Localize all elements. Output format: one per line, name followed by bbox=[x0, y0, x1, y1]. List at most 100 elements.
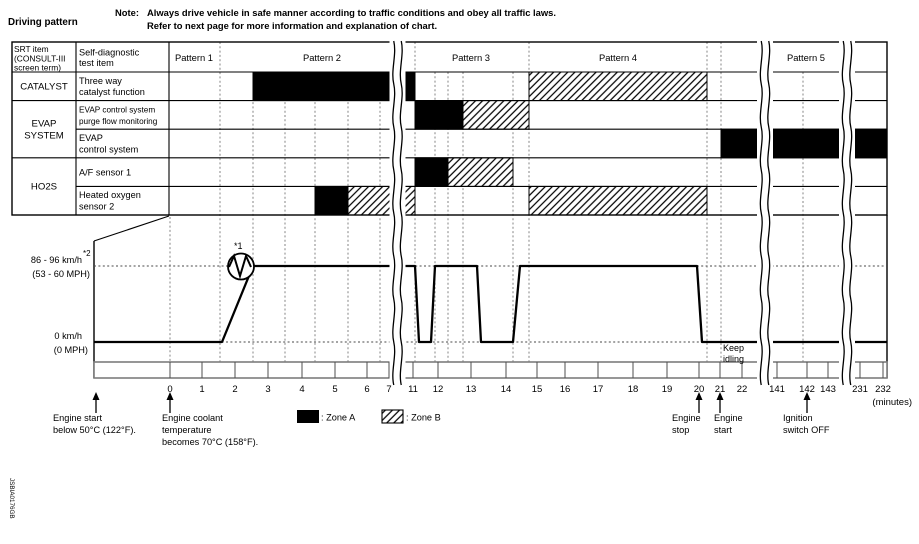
zone-b-bar bbox=[528, 185, 708, 216]
zero-speed-label: 0 km/h bbox=[54, 331, 82, 341]
high-speed-label: 86 - 96 km/h bbox=[31, 255, 82, 265]
keep-idling-label: Keep bbox=[723, 343, 744, 353]
footnote-2-marker: *2 bbox=[83, 249, 91, 258]
zero-speed-label: (0 MPH) bbox=[54, 345, 88, 355]
event-caption: becomes 70°C (158°F). bbox=[162, 437, 258, 447]
break-wavy-line bbox=[767, 40, 771, 386]
legend-zone-a-label: : Zone A bbox=[321, 413, 356, 423]
minute-label: 21 bbox=[715, 384, 726, 395]
minute-label: 17 bbox=[593, 384, 604, 395]
minute-label: 18 bbox=[628, 384, 639, 395]
figure-code: JSBIA0176GB bbox=[8, 478, 15, 519]
up-arrow-icon bbox=[803, 392, 811, 400]
legend-zone-b-label: : Zone B bbox=[406, 413, 441, 423]
srt-column-header: SRT item bbox=[14, 44, 49, 54]
srt-table bbox=[11, 41, 888, 216]
legend-zone-b-swatch bbox=[381, 409, 404, 424]
legend-zone-a-swatch bbox=[297, 410, 319, 423]
event-caption: start bbox=[714, 425, 732, 435]
test-item-label: purge flow monitoring bbox=[79, 117, 158, 126]
minute-label: 2 bbox=[232, 384, 237, 395]
labels: Driving pattern Note: Always drive vehicle… bbox=[8, 7, 912, 519]
minute-label: 6 bbox=[364, 384, 369, 395]
zone-a-bar bbox=[414, 157, 449, 187]
minute-label: 13 bbox=[466, 384, 477, 395]
footnote-1-marker: *1 bbox=[234, 241, 243, 251]
srt-item-label: HO2S bbox=[31, 182, 57, 193]
test-item-label: A/F sensor 1 bbox=[79, 167, 131, 177]
zoom-connector-line bbox=[93, 215, 170, 242]
srt-item-label: SYSTEM bbox=[24, 131, 63, 142]
srt-item-label: EVAP bbox=[32, 119, 57, 130]
test-item-label: control system bbox=[79, 144, 139, 154]
up-arrow-icon bbox=[695, 392, 703, 400]
test-item-label: Three way bbox=[79, 76, 122, 86]
minute-label: 16 bbox=[560, 384, 571, 395]
minute-label: 3 bbox=[265, 384, 270, 395]
minute-label: 15 bbox=[532, 384, 543, 395]
event-caption: switch OFF bbox=[783, 425, 830, 435]
speed-chart bbox=[93, 215, 888, 379]
zone-a-bar bbox=[414, 100, 464, 130]
vehicle-speed-line bbox=[94, 264, 887, 344]
event-caption: temperature bbox=[162, 425, 212, 435]
note-line: Always drive vehicle in safe manner acco… bbox=[147, 7, 556, 18]
axis-unit-label: (minutes) bbox=[872, 397, 912, 408]
minute-label: 141 bbox=[769, 384, 785, 395]
break-wavy-line bbox=[841, 40, 845, 386]
minute-label: 14 bbox=[501, 384, 512, 395]
minute-label: 1 bbox=[199, 384, 204, 395]
test-item-label: EVAP bbox=[79, 133, 103, 143]
break-mask bbox=[839, 40, 855, 386]
minute-label: 232 bbox=[875, 384, 891, 395]
zone-bars bbox=[252, 71, 888, 216]
minute-label: 19 bbox=[662, 384, 673, 395]
srt-column-header: screen term) bbox=[14, 63, 61, 73]
test-item-label: sensor 2 bbox=[79, 202, 114, 212]
axis-breaks bbox=[389, 40, 855, 386]
figure-title: Driving pattern bbox=[8, 17, 78, 28]
up-arrow-icon bbox=[166, 392, 174, 400]
break-wavy-line bbox=[849, 40, 853, 386]
test-item-label: Heated oxygen bbox=[79, 190, 141, 200]
event-caption: Engine bbox=[672, 413, 701, 423]
minute-label: 20 bbox=[694, 384, 705, 395]
break-wavy-line bbox=[392, 40, 396, 386]
event-caption: Engine bbox=[714, 413, 743, 423]
note-label: Note: bbox=[115, 7, 139, 18]
minute-label: 4 bbox=[299, 384, 304, 395]
high-speed-label: (53 - 60 MPH) bbox=[32, 269, 90, 279]
minute-label: 12 bbox=[433, 384, 444, 395]
up-arrow-icon bbox=[716, 392, 724, 400]
test-item-column-header: test item bbox=[79, 58, 114, 68]
srt-column-header: (CONSULT-III bbox=[14, 53, 66, 63]
minute-label: 11 bbox=[408, 384, 418, 395]
event-caption: Ignition bbox=[783, 413, 813, 423]
pattern-header: Pattern 3 bbox=[452, 52, 490, 63]
srt-item-label: CATALYST bbox=[20, 82, 68, 93]
break-wavy-line bbox=[399, 40, 403, 386]
minute-label: 231 bbox=[852, 384, 868, 395]
pattern-header: Pattern 2 bbox=[303, 52, 341, 63]
break-wavy-line bbox=[759, 40, 763, 386]
event-caption: stop bbox=[672, 425, 689, 435]
test-item-label: catalyst function bbox=[79, 87, 145, 97]
pattern-header: Pattern 1 bbox=[175, 52, 213, 63]
pattern-header: Pattern 5 bbox=[787, 52, 825, 63]
zone-b-bar bbox=[447, 157, 514, 187]
pattern-header: Pattern 4 bbox=[599, 52, 637, 63]
minute-label: 7 bbox=[386, 384, 391, 395]
minute-label: 22 bbox=[737, 384, 748, 395]
speed-surge-zigzag-icon bbox=[228, 253, 252, 280]
zone-a-bar bbox=[314, 185, 349, 216]
break-mask bbox=[389, 40, 406, 386]
test-item-label: EVAP control system bbox=[79, 105, 155, 114]
up-arrow-icon bbox=[92, 392, 100, 400]
minute-label: 5 bbox=[332, 384, 337, 395]
zone-b-bar bbox=[528, 71, 708, 102]
note-line: Refer to next page for more information … bbox=[147, 20, 437, 31]
minute-label: 143 bbox=[820, 384, 836, 395]
minute-label: 0 bbox=[167, 384, 172, 395]
minute-label: 142 bbox=[799, 384, 815, 395]
